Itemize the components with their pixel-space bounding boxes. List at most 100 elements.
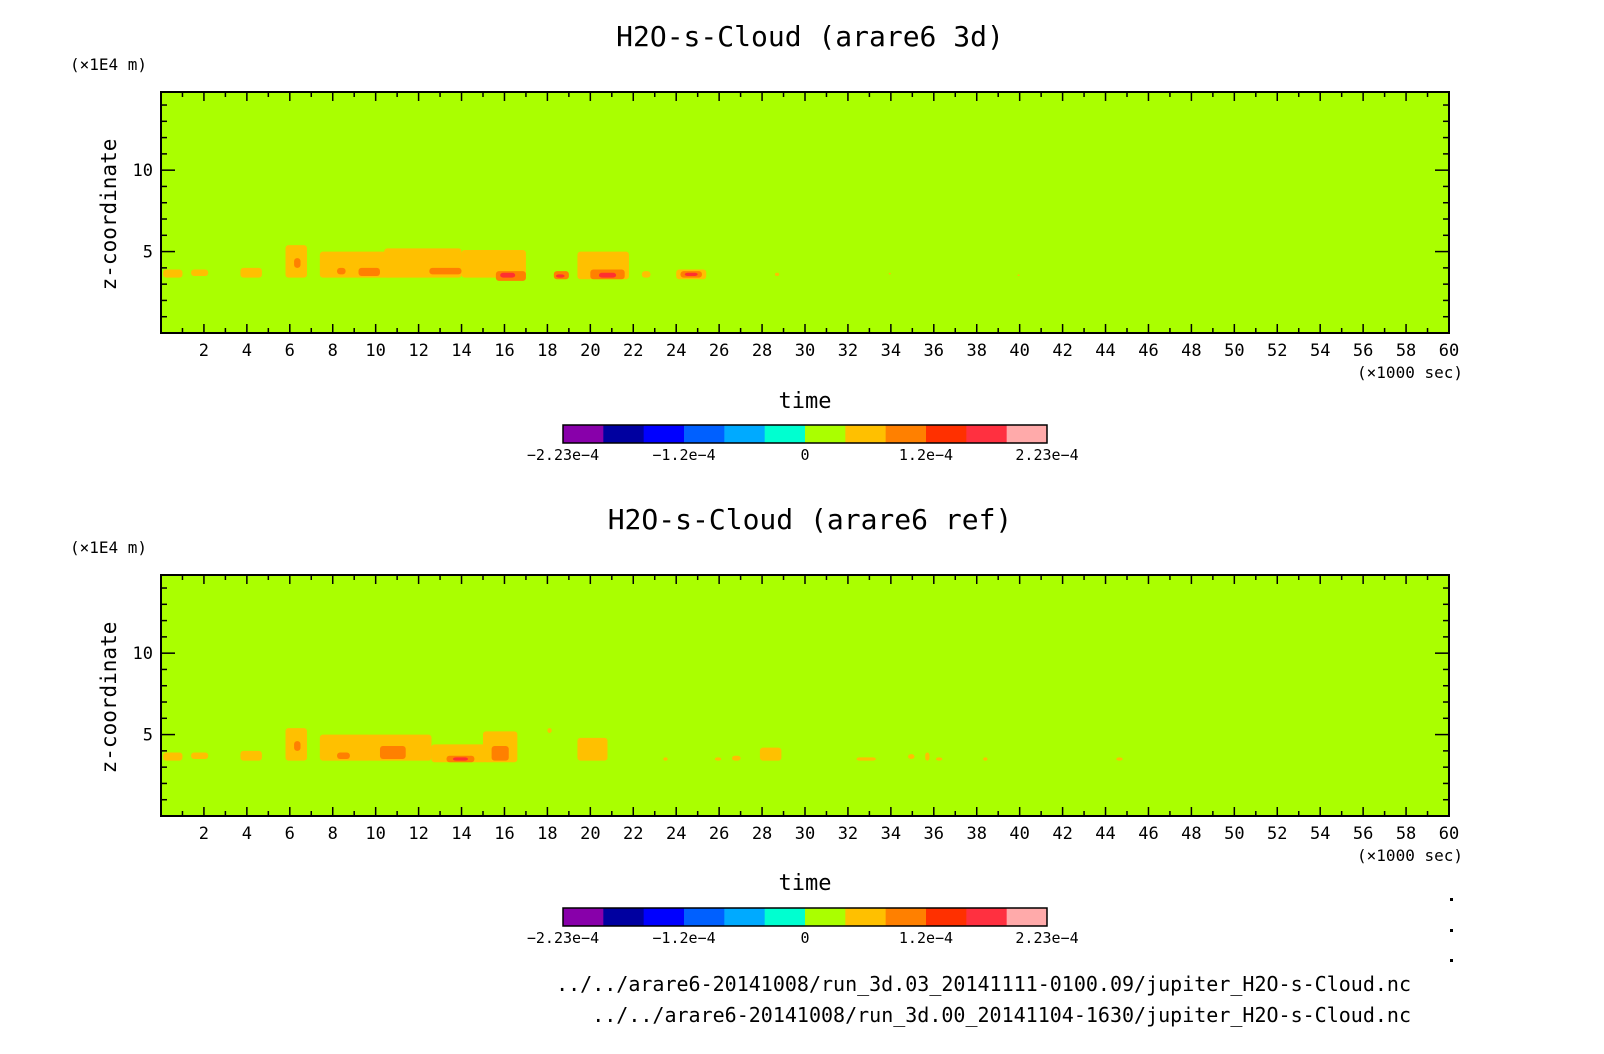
x-tick-label: 60 [1439,824,1459,844]
contour-region [1017,274,1020,277]
colorbar-swatch [926,425,967,443]
x-tick-label: 56 [1353,824,1373,844]
chart-title: H2O-s-Cloud (arare6 ref) [608,503,1013,536]
colorbar-swatch [845,425,887,443]
contour-region [935,757,943,761]
x-axis-label: time [779,871,832,896]
x-tick-label: 56 [1353,341,1373,361]
colorbar-label: −1.2e−4 [652,446,715,464]
colorbar-swatch [764,425,806,443]
y-unit-label: (×1E4 m) [70,538,147,557]
colorbar-swatch [926,908,967,926]
x-tick-label: 42 [1052,341,1072,361]
colorbar-label: −1.2e−4 [652,929,715,947]
contour-region [337,267,346,275]
colorbar-frame [562,424,1048,444]
colorbar-swatch [966,425,1008,443]
x-tick-label: 54 [1310,824,1330,844]
x-tick-label: 32 [838,341,858,361]
x-tick-label: 6 [285,341,295,361]
contour-region [491,745,509,761]
colorbar-label: 0 [800,929,809,947]
x-tick-label: 46 [1138,824,1158,844]
x-tick-label: 34 [881,341,901,361]
contour-region [641,271,651,278]
contour-region [240,267,262,278]
x-tick-label: 60 [1439,341,1459,361]
x-tick-label: 16 [494,341,514,361]
colorbar-swatch [684,425,725,443]
x-tick-label: 2 [199,341,209,361]
x-tick-label: 18 [537,824,557,844]
colorbar-swatch [764,908,806,926]
contour-region [684,272,698,277]
x-tick-label: 38 [966,824,986,844]
colorbar-label: −2.23e−4 [527,446,599,464]
colorbar-label: −2.23e−4 [527,929,599,947]
y-axis-label: z-coordinate [97,139,121,291]
x-tick-label: 20 [580,341,600,361]
colorbar-swatch [805,425,846,443]
contour-region [732,755,741,761]
panel-top: H2O-s-Cloud (arare6 3d)(×1E4 m)2 4 6 8 10 12 1… [70,20,1463,464]
contour-region [500,272,516,278]
contour-region [240,750,262,761]
y-unit-label: (×1E4 m) [70,55,147,74]
plot-background [161,92,1449,333]
chart-title: H2O-s-Cloud (arare6 3d) [616,20,1004,53]
colorbar-swatch [603,908,645,926]
x-tick-label: 54 [1310,341,1330,361]
contour-region [888,272,891,275]
plot-background [161,575,1449,816]
colorbar-swatch [1006,425,1048,443]
x-tick-label: 36 [924,824,944,844]
x-tick-label: 8 [328,824,338,844]
x-unit-label: (×1000 sec) [1357,363,1463,382]
x-tick-label: 32 [838,824,858,844]
colorbar-swatch [684,908,725,926]
contour-region [555,274,565,278]
colorbar-swatch [1006,908,1048,926]
contour-region [983,757,988,761]
contour-region [774,272,780,277]
x-tick-label: 4 [242,824,252,844]
corner-dots [1450,898,1453,962]
x-tick-label: 16 [494,824,514,844]
colorbar-swatch [966,908,1008,926]
contour-region [337,752,350,760]
x-tick-label: 50 [1224,824,1244,844]
contour-region [598,272,617,278]
contour-region [319,734,372,761]
x-tick-label: 28 [752,824,772,844]
contour-region [319,251,393,278]
x-tick-label: 12 [408,341,428,361]
x-tick-label: 36 [924,341,944,361]
contour-region [191,269,209,277]
x-unit-label: (×1000 sec) [1357,846,1463,865]
contour-region [759,747,782,761]
colorbar-swatch [563,908,604,926]
x-tick-label: 30 [795,824,815,844]
colorbar-swatch [885,908,927,926]
y-tick-label: 5 [143,726,153,746]
x-tick-label: 48 [1181,824,1201,844]
x-tick-label: 28 [752,341,772,361]
x-tick-label: 26 [709,341,729,361]
panel-bottom: H2O-s-Cloud (arare6 ref)(×1E4 m)2 4 6 8 10 12… [70,503,1463,947]
colorbar-label: 1.2e−4 [899,446,953,464]
x-tick-label: 42 [1052,824,1072,844]
contour-region [163,269,183,278]
x-tick-label: 14 [451,824,471,844]
contour-region [547,728,552,733]
colorbar-swatch [724,425,766,443]
x-tick-label: 6 [285,824,295,844]
x-tick-label: 20 [580,824,600,844]
x-tick-label: 38 [966,341,986,361]
x-tick-label: 26 [709,824,729,844]
x-tick-label: 40 [1009,341,1029,361]
contour-region [452,757,468,761]
x-tick-label: 4 [242,341,252,361]
x-axis-label: time [779,389,832,414]
y-axis-label: z-coordinate [97,622,121,774]
contour-region [429,267,462,275]
